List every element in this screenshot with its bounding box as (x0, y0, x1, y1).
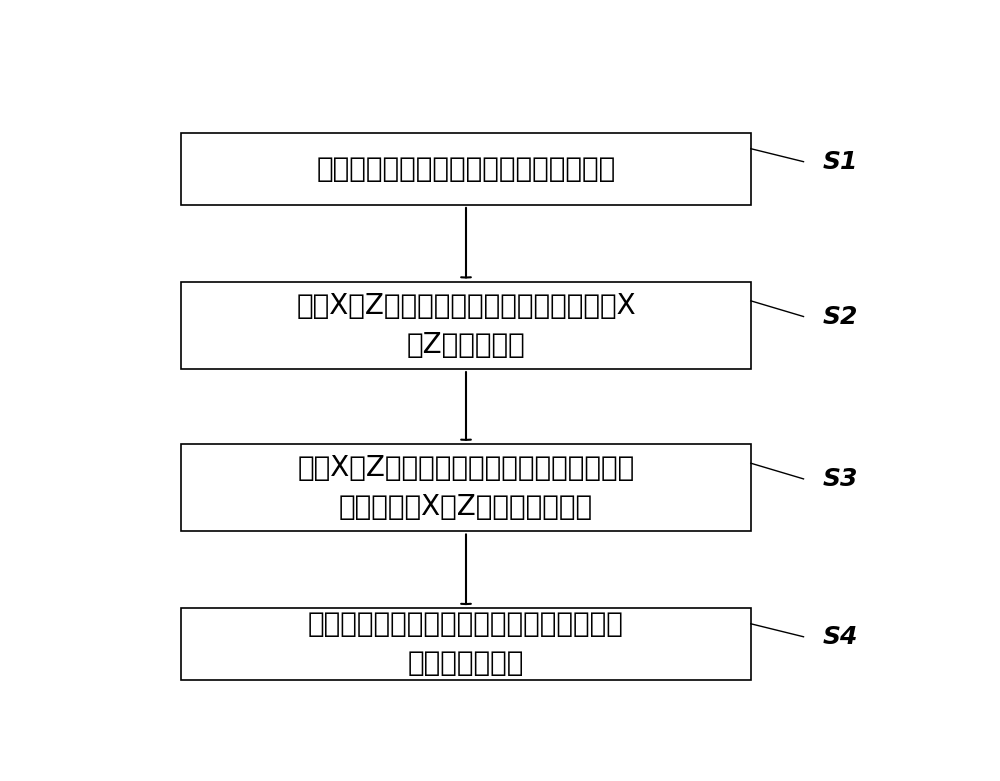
Bar (181, 133, 751, 205)
Text: 根据X、Z轴陀螺力矩与常值干扰力矩之间的
关系，得到X、Z轴的偏置角动量: 根据X、Z轴陀螺力矩与常值干扰力矩之间的 关系，得到X、Z轴的偏置角动量 (297, 454, 635, 521)
Bar (181, 608, 751, 680)
Text: S4: S4 (823, 625, 858, 649)
Text: S2: S2 (823, 305, 858, 329)
Text: 根据X、Z轴之间的动力学耦合关系，得到X
、Z轴陀螺力矩: 根据X、Z轴之间的动力学耦合关系，得到X 、Z轴陀螺力矩 (296, 292, 636, 358)
Bar (181, 444, 751, 531)
Text: S3: S3 (823, 467, 858, 491)
Text: 根据获得的偏置角动量进行磁力矩器卸载，
实现角动量偏置: 根据获得的偏置角动量进行磁力矩器卸载， 实现角动量偏置 (308, 611, 624, 677)
Text: 在稳态下对卫星姿态动力学方程进行简化: 在稳态下对卫星姿态动力学方程进行简化 (316, 155, 616, 183)
Text: S1: S1 (823, 150, 858, 173)
Bar (181, 282, 751, 369)
